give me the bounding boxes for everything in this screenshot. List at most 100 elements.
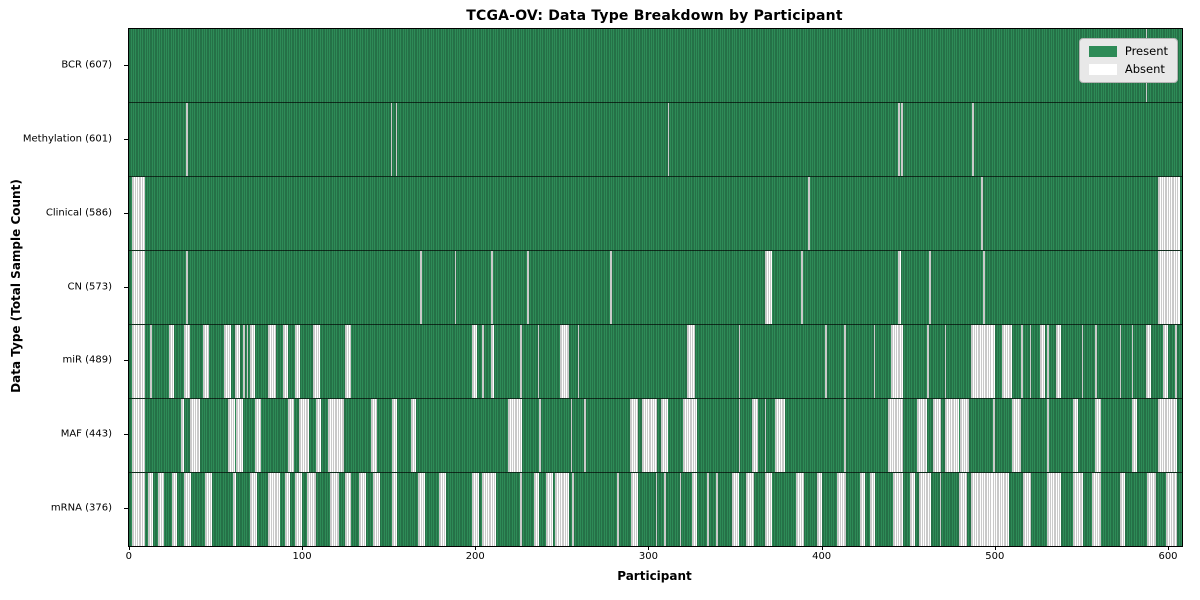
y-tick-label-Clinical: Clinical (586) [45,207,112,219]
absent-stripe [1095,399,1101,472]
absent-stripe [520,473,523,546]
legend-label-absent: Absent [1124,61,1165,76]
heatmap-row-mRNA [129,472,1182,546]
legend-label-present: Present [1124,44,1168,58]
absent-stripe [203,325,209,398]
heatmap-row-miR [129,324,1182,398]
absent-stripe [816,473,822,546]
absent-stripe [572,473,575,546]
legend-item-present: Present [1088,44,1168,58]
absent-stripe [232,473,237,546]
y-tick-label-mRNA: mRNA (376) [50,502,112,514]
absent-stripe [1012,399,1021,472]
absent-stripe [897,103,900,176]
absent-stripe [250,473,258,546]
absent-stripe [1029,325,1032,398]
absent-stripe [205,473,213,546]
absent-stripe [454,251,457,324]
absent-stripe [664,473,666,546]
absent-stripe [891,325,904,398]
heatmap-row-MAF [129,398,1182,472]
absent-stripe [283,325,289,398]
absent-stripe [284,473,291,546]
absent-stripe [1175,325,1177,398]
absent-stripe [508,399,523,472]
absent-stripe [439,473,446,546]
absent-stripe [1020,325,1023,398]
absent-stripe [186,103,188,176]
absent-stripe [267,325,277,398]
absent-stripe [482,325,485,398]
absent-stripe [752,399,758,472]
absent-stripe [539,399,542,472]
absent-stripe [1091,473,1101,546]
absent-stripe [189,399,200,472]
x-tick-label-500: 500 [985,551,1005,562]
x-tick-label-600: 600 [1158,551,1178,562]
plot-area: Present Absent [128,28,1183,547]
absent-stripe [691,473,698,546]
y-tick-label-CN: CN (573) [67,281,112,292]
absent-stripe [807,177,810,250]
absent-stripe [570,399,573,472]
absent-stripe [316,399,322,472]
absent-stripe [859,473,866,546]
absent-stripe [764,399,767,472]
absent-stripe [1081,325,1084,398]
absent-stripe [745,473,755,546]
present-swatch-icon [1088,46,1117,58]
absent-stripe [168,325,175,398]
absent-stripe [392,473,398,546]
absent-stripe [246,325,249,398]
absent-stripe [972,103,975,176]
absent-stripe [132,325,145,398]
absent-stripe [970,473,1009,546]
absent-stripe [243,325,246,398]
absent-stripe [1046,473,1061,546]
absent-stripe [1166,473,1177,546]
legend: Present Absent [1078,38,1178,83]
absent-stripe [610,251,613,324]
y-tick-label-miR: miR (489) [62,354,112,366]
absent-stripe [901,103,904,176]
absent-stripe [1157,399,1177,472]
absent-stripe [1147,473,1157,546]
absent-stripe [371,399,377,472]
absent-stripe [892,473,904,546]
absent-stripe [993,399,995,472]
absent-stripe [490,251,493,324]
absent-stripe [490,325,495,398]
x-tick-label-200: 200 [465,551,485,562]
absent-stripe [224,325,232,398]
absent-stripe [929,251,931,324]
absent-stripe [471,325,478,398]
absent-stripe [1119,473,1125,546]
absent-stripe [738,325,741,398]
absent-stripe [419,251,422,324]
absent-stripe [939,473,942,546]
absent-stripe [546,473,554,546]
absent-stripe [373,473,381,546]
absent-stripe [577,325,580,398]
absent-stripe [1022,473,1032,546]
absent-stripe [172,473,178,546]
absent-stripe [970,325,995,398]
absent-stripe [1162,325,1169,398]
absent-stripe [844,399,846,472]
absent-stripe [186,251,188,324]
absent-stripe [1145,325,1151,398]
absent-stripe [288,399,294,472]
absent-stripe [184,473,192,546]
heatmap-row-Methylation [129,102,1182,176]
absent-stripe [418,473,426,546]
absent-stripe [887,399,904,472]
x-axis-title: Participant [617,569,692,583]
absent-stripe [1046,325,1049,398]
absent-stripe [520,325,523,398]
heatmap-rows [129,29,1182,546]
absent-stripe [537,325,540,398]
absent-stripe [392,399,398,472]
heatmap-row-CN [129,250,1182,324]
absent-stripe [236,399,244,472]
